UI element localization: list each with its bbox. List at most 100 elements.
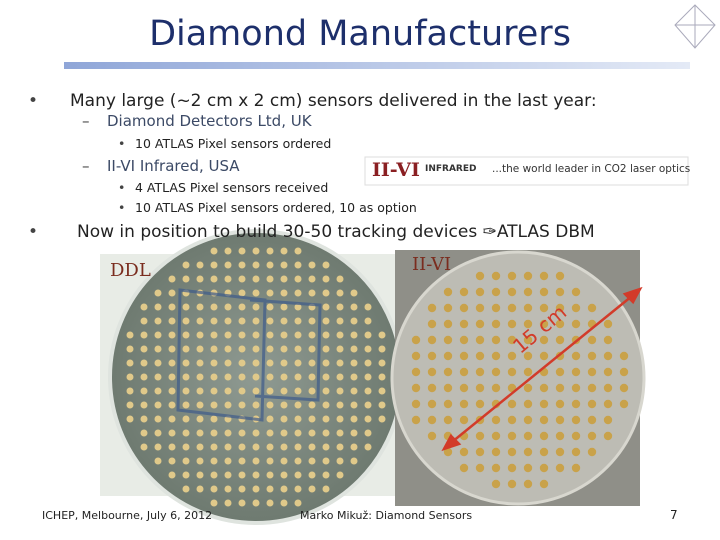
pad	[491, 415, 501, 425]
pad	[210, 331, 218, 339]
pad	[459, 303, 469, 313]
pad	[210, 485, 218, 493]
pad	[252, 289, 260, 297]
pad	[182, 331, 190, 339]
pad	[475, 319, 485, 329]
pad	[266, 471, 274, 479]
pad	[539, 351, 549, 361]
pad	[555, 415, 565, 425]
pad	[523, 335, 533, 345]
pad	[140, 331, 148, 339]
pad	[459, 351, 469, 361]
pad	[571, 415, 581, 425]
pad	[238, 289, 246, 297]
pad	[571, 287, 581, 297]
pad	[459, 383, 469, 393]
pad	[308, 317, 316, 325]
pad	[294, 443, 302, 451]
pad	[603, 399, 613, 409]
pad	[587, 303, 597, 313]
pad	[252, 317, 260, 325]
pad	[252, 359, 260, 367]
sub-sub-bullet-text: 10 ATLAS Pixel sensors ordered	[135, 136, 332, 151]
pad	[126, 345, 134, 353]
pad	[280, 457, 288, 465]
pad	[571, 319, 581, 329]
pad	[196, 401, 204, 409]
pad	[238, 485, 246, 493]
pad	[140, 443, 148, 451]
pad	[196, 317, 204, 325]
pad	[475, 447, 485, 457]
pad	[154, 345, 162, 353]
pad	[224, 457, 232, 465]
pad	[336, 331, 344, 339]
pad	[336, 317, 344, 325]
pad	[280, 471, 288, 479]
corner-logo	[674, 4, 716, 49]
pad	[322, 289, 330, 297]
pad	[555, 383, 565, 393]
pad	[294, 471, 302, 479]
title-bar	[64, 62, 690, 69]
pad	[523, 351, 533, 361]
pad	[168, 317, 176, 325]
pad	[252, 457, 260, 465]
pad	[154, 401, 162, 409]
pad	[140, 387, 148, 395]
pad	[364, 373, 372, 381]
pad	[224, 303, 232, 311]
pad	[378, 331, 386, 339]
pad	[411, 415, 421, 425]
pad	[411, 351, 421, 361]
pad	[587, 415, 597, 425]
pad	[587, 431, 597, 441]
pad	[427, 399, 437, 409]
pad	[280, 275, 288, 283]
pad	[238, 317, 246, 325]
pad	[280, 261, 288, 269]
pad	[619, 351, 629, 361]
pad	[280, 317, 288, 325]
pad	[266, 275, 274, 283]
pad	[140, 429, 148, 437]
pad	[427, 415, 437, 425]
pad	[154, 331, 162, 339]
pad	[224, 471, 232, 479]
pad	[507, 319, 517, 329]
pad	[350, 303, 358, 311]
pad	[350, 457, 358, 465]
pad	[294, 415, 302, 423]
pad	[322, 275, 330, 283]
pad	[266, 443, 274, 451]
pad	[539, 319, 549, 329]
pad	[238, 499, 246, 507]
pad	[126, 331, 134, 339]
pad	[555, 319, 565, 329]
pad	[294, 261, 302, 269]
pad	[507, 399, 517, 409]
pad	[266, 415, 274, 423]
pad	[475, 367, 485, 377]
pad	[491, 319, 501, 329]
ddl-traces	[176, 288, 322, 422]
pad	[443, 415, 453, 425]
pad	[308, 373, 316, 381]
pad	[322, 485, 330, 493]
pad	[411, 383, 421, 393]
sub-sub-bullet-text: 4 ATLAS Pixel sensors received	[135, 180, 329, 195]
pad	[196, 345, 204, 353]
pad	[196, 275, 204, 283]
pad	[507, 447, 517, 457]
pad	[294, 345, 302, 353]
pad	[336, 275, 344, 283]
pad	[308, 387, 316, 395]
pad	[523, 367, 533, 377]
pad	[491, 335, 501, 345]
pad	[523, 271, 533, 281]
pad	[587, 335, 597, 345]
pad	[210, 499, 218, 507]
pad	[224, 373, 232, 381]
pad	[266, 303, 274, 311]
